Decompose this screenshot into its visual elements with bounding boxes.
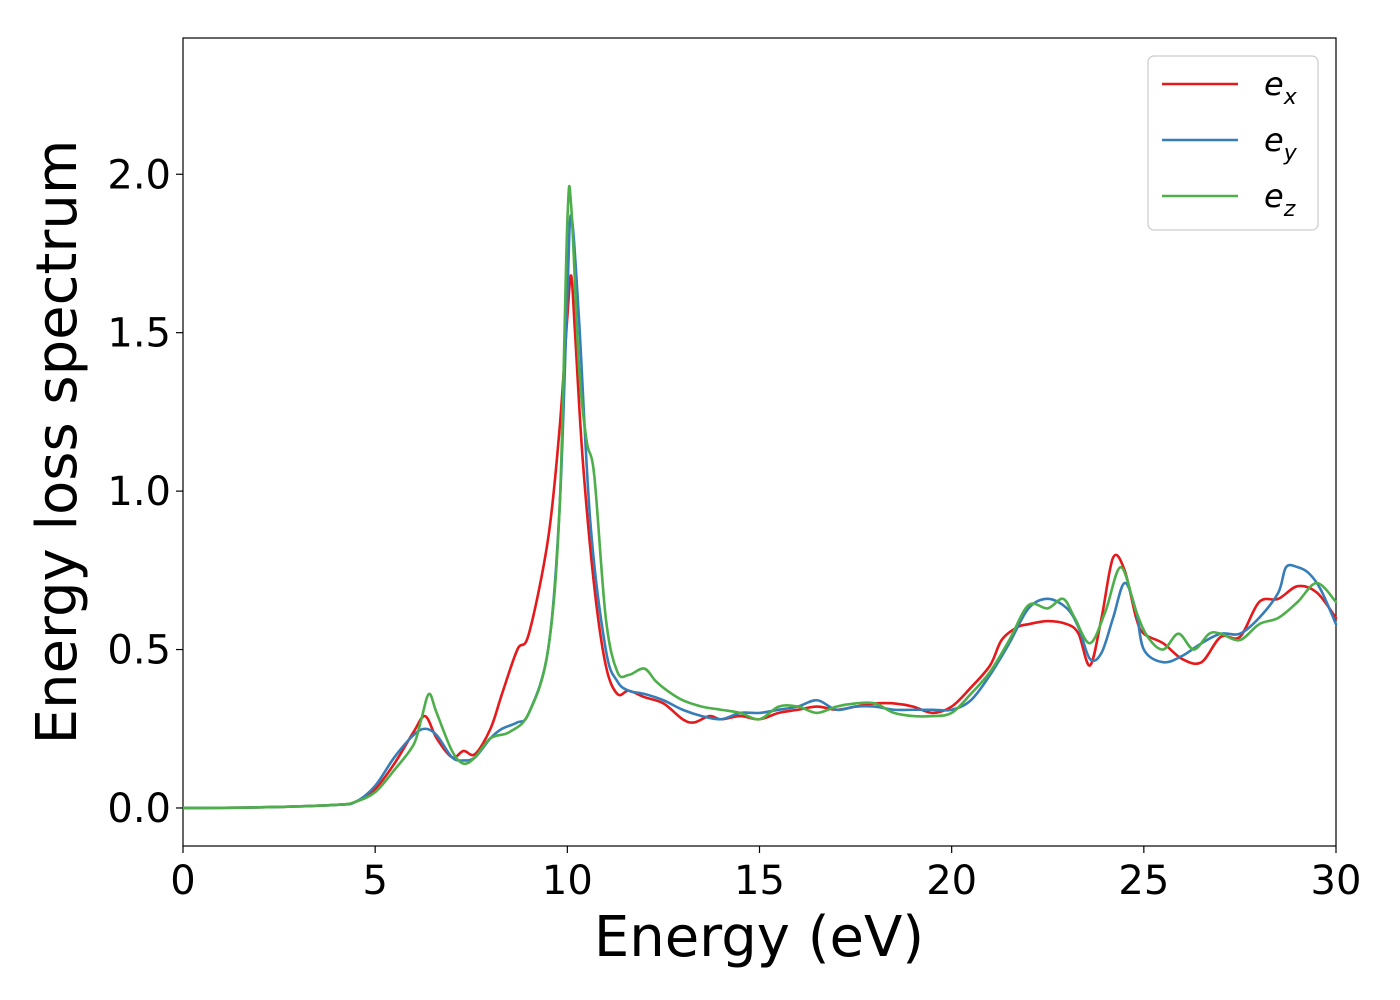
- y-axis-title: Energy loss spectrum: [25, 140, 90, 745]
- legend-label-subscript: x: [1283, 85, 1298, 110]
- legend-label-base: e: [1264, 121, 1284, 159]
- y-tick-label: 2.0: [107, 152, 171, 198]
- y-tick-label: 1.0: [107, 469, 171, 515]
- y-tick-label: 0.5: [107, 628, 171, 674]
- y-tick-label: 0.0: [107, 786, 171, 832]
- x-axis-ticks: 0 5 10 15 20 25 30: [170, 846, 1361, 904]
- y-axis-ticks: 0.0 0.5 1.0 1.5 2.0: [107, 152, 183, 832]
- legend-label-x: ex: [1264, 65, 1298, 110]
- legend-label-base: e: [1264, 65, 1284, 103]
- y-tick-label: 1.5: [107, 311, 171, 357]
- series-line-x: [181, 274, 1338, 810]
- legend-label-subscript: y: [1283, 141, 1298, 166]
- x-tick-label: 5: [362, 858, 387, 904]
- x-tick-label: 15: [734, 858, 785, 904]
- x-tick-label: 30: [1311, 858, 1362, 904]
- x-tick-label: 0: [170, 858, 195, 904]
- x-tick-label: 10: [542, 858, 593, 904]
- x-axis-title: Energy (eV): [594, 905, 924, 970]
- x-tick-label: 25: [1118, 858, 1169, 904]
- x-tick-label: 20: [926, 858, 977, 904]
- legend-box: [1147, 55, 1319, 231]
- legend-label-y: ey: [1264, 121, 1298, 166]
- legend-label-subscript: z: [1283, 197, 1296, 222]
- legend-label-z: ez: [1264, 177, 1296, 222]
- series-layer: [181, 184, 1338, 810]
- legend-label-base: e: [1264, 177, 1284, 215]
- series-line-z: [181, 184, 1338, 810]
